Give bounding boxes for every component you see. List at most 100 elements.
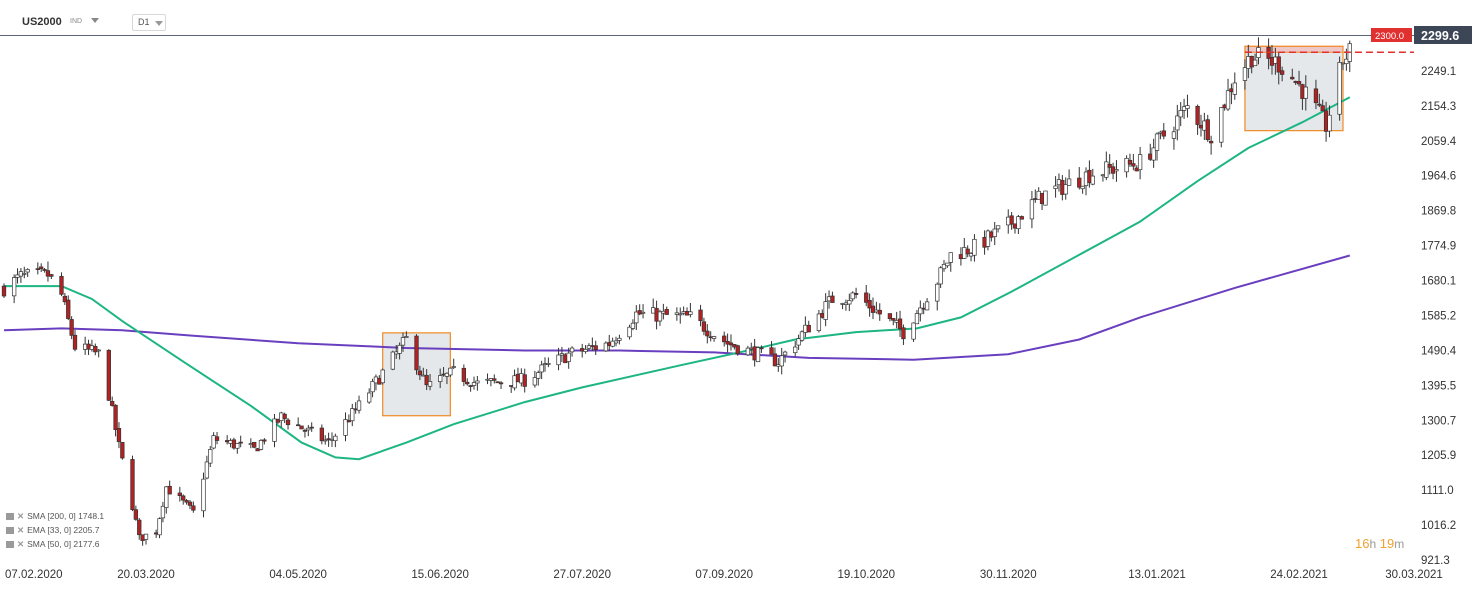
candle-body: [603, 342, 609, 352]
candle: [137, 517, 142, 540]
candle-body: [181, 495, 186, 501]
candle: [1131, 153, 1136, 171]
settings-icon[interactable]: [6, 513, 14, 520]
instrument-symbol[interactable]: US2000: [22, 16, 62, 28]
candle: [864, 284, 869, 307]
timeframe-select[interactable]: D1: [132, 14, 166, 31]
candle-body: [1151, 147, 1156, 161]
candle: [556, 347, 561, 371]
candle: [498, 381, 504, 390]
candle: [167, 480, 172, 495]
x-tick-label: 20.03.2020: [117, 569, 175, 581]
indicator-row[interactable]: ✕ SMA [200, 0] 1748.1: [6, 511, 104, 525]
indicator-row[interactable]: ✕ SMA [50, 0] 2177.6: [6, 539, 104, 553]
candle: [370, 378, 375, 398]
candle-body: [1337, 62, 1342, 115]
candle: [918, 300, 923, 322]
candle: [617, 334, 622, 345]
candle-body: [59, 275, 64, 295]
indicator-row[interactable]: ✕ EMA [33, 0] 2205.7: [6, 525, 104, 539]
candle-body: [1175, 115, 1180, 131]
candle: [914, 309, 920, 325]
candle-body: [427, 381, 433, 387]
candle: [282, 412, 287, 424]
sma200-line: [3, 254, 1351, 361]
y-tick-label: 1016.2: [1421, 520, 1456, 532]
candle: [769, 341, 774, 355]
settings-icon[interactable]: [6, 527, 14, 534]
candle-body: [799, 331, 805, 341]
candle: [583, 345, 588, 354]
candle: [657, 309, 663, 326]
candle: [1195, 104, 1200, 135]
candle-countdown: 16h 19m: [1355, 536, 1404, 551]
x-tick-label: 15.06.2020: [411, 569, 469, 581]
candle: [532, 370, 538, 388]
candle: [18, 268, 24, 283]
candle-body: [1276, 56, 1281, 73]
candle: [272, 413, 277, 448]
candle: [772, 347, 778, 367]
highlight-boxes[interactable]: [382, 45, 1344, 417]
candle: [1175, 104, 1180, 141]
candle: [110, 396, 115, 407]
candle-body: [93, 346, 98, 353]
candle: [985, 229, 991, 251]
candle-body: [106, 349, 111, 401]
candle-body: [536, 372, 541, 379]
candle: [424, 369, 429, 391]
candle: [42, 267, 47, 273]
candle-body: [1107, 163, 1112, 168]
candle-body: [522, 374, 527, 387]
candle: [319, 424, 324, 445]
y-tick-label: 1300.7: [1421, 415, 1456, 427]
candle-body: [130, 459, 135, 510]
candle-body: [319, 427, 324, 442]
candle-body: [779, 355, 784, 367]
candle-body: [258, 440, 264, 450]
candle-body: [475, 380, 480, 384]
candle: [1337, 56, 1342, 121]
close-icon[interactable]: ✕: [17, 525, 25, 535]
candle: [627, 324, 632, 340]
candle: [25, 268, 30, 277]
candle-body: [208, 449, 213, 464]
candle: [891, 318, 896, 326]
candle: [390, 350, 395, 371]
candle: [252, 441, 257, 449]
candle-body: [698, 309, 703, 322]
candle: [1127, 153, 1133, 167]
candle-body: [938, 267, 943, 285]
candle-body: [1171, 131, 1177, 139]
candle: [711, 335, 717, 342]
settings-icon[interactable]: [6, 541, 14, 548]
candle: [475, 376, 480, 391]
close-icon[interactable]: ✕: [17, 511, 25, 521]
candle-body: [1137, 154, 1143, 171]
chevron-down-icon[interactable]: [91, 18, 99, 23]
candle-body: [911, 322, 916, 340]
candle-body: [640, 311, 646, 314]
candle-body: [688, 311, 693, 315]
alert-price-tag[interactable]: [1371, 28, 1412, 42]
candle: [1320, 99, 1325, 112]
candle: [1137, 147, 1143, 180]
candle-body: [769, 347, 774, 355]
candle: [492, 374, 497, 384]
candle: [299, 425, 304, 430]
candle: [1161, 123, 1166, 140]
close-icon[interactable]: ✕: [17, 539, 25, 549]
candle-body: [272, 418, 277, 442]
candle: [823, 293, 828, 327]
candle: [522, 368, 527, 393]
candle: [698, 304, 703, 327]
candle: [630, 319, 636, 331]
candle: [397, 342, 402, 360]
candle-body: [1080, 185, 1085, 190]
candle: [1347, 40, 1352, 73]
candle-body: [1195, 105, 1200, 125]
candle-body: [678, 313, 683, 316]
candle-body: [735, 345, 740, 355]
candle-body: [847, 300, 852, 305]
